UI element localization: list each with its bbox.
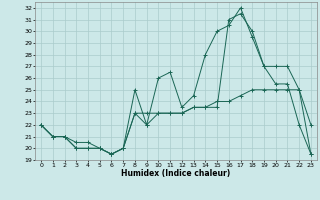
X-axis label: Humidex (Indice chaleur): Humidex (Indice chaleur) [121, 169, 231, 178]
